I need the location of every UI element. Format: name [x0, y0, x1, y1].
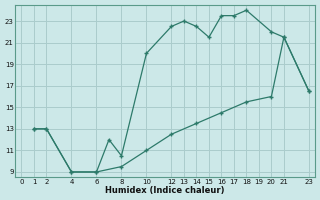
X-axis label: Humidex (Indice chaleur): Humidex (Indice chaleur) — [106, 186, 225, 195]
